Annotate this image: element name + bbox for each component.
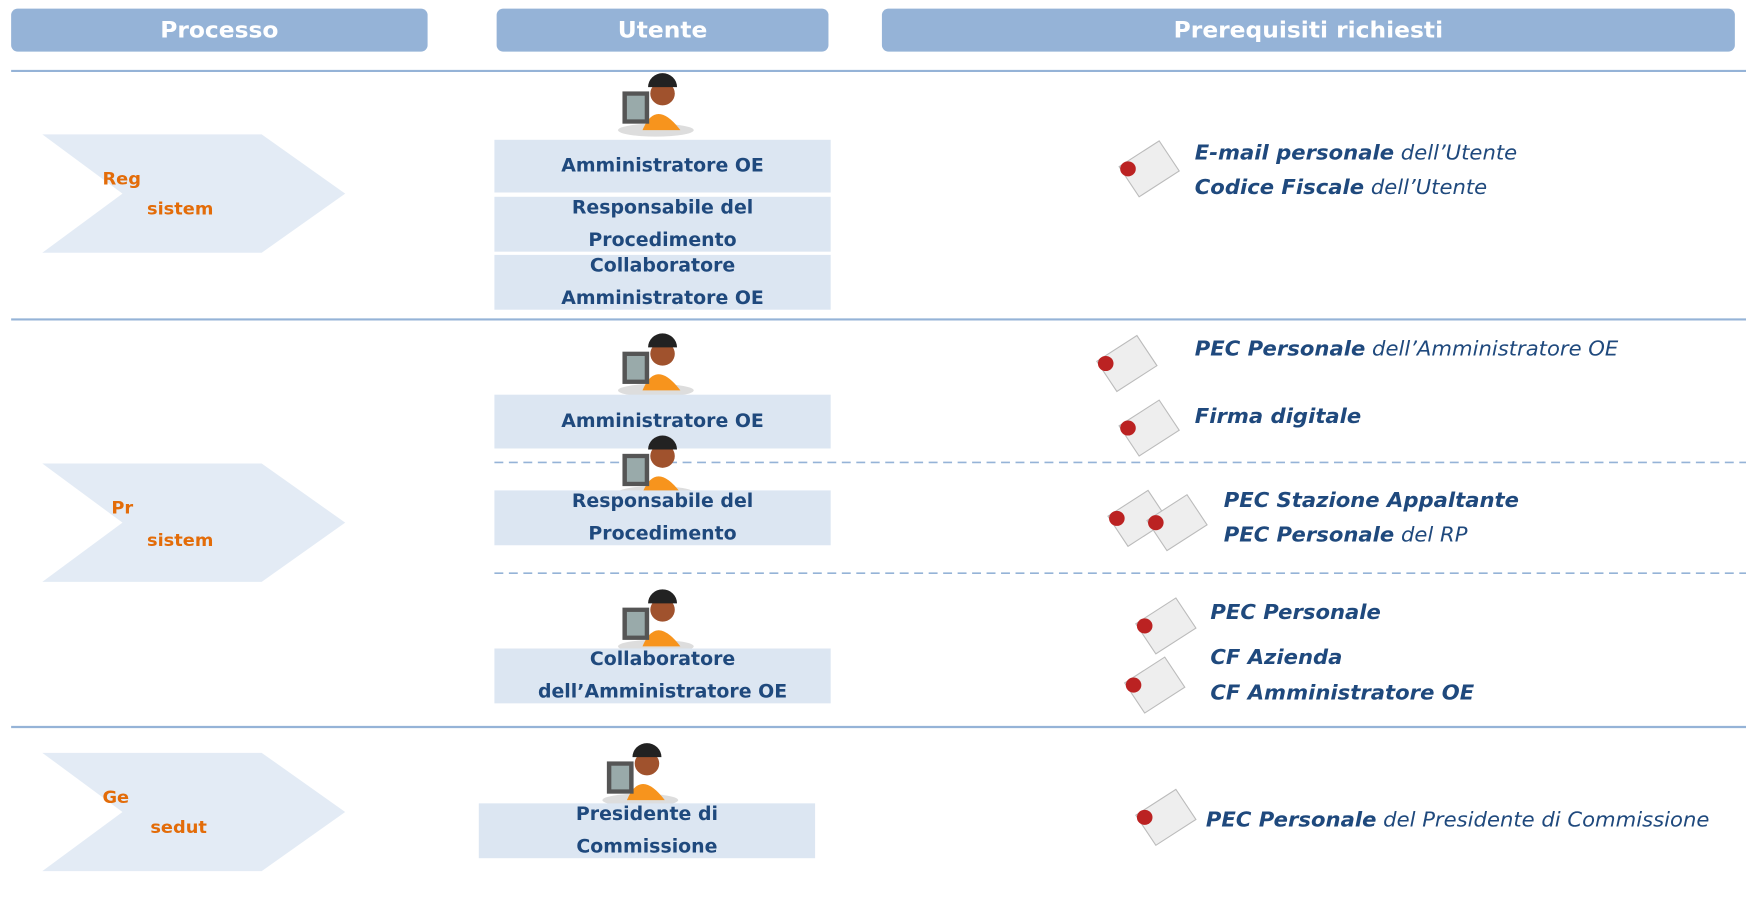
icon [650,81,675,106]
icon [634,751,660,776]
prerequisite-bold: PEC Personale [1195,337,1366,361]
prerequisite-text: del Presidente di Commissione [1376,808,1709,832]
icon [626,355,645,380]
prerequisite: Firma digitale [1195,405,1361,429]
icon [1123,656,1186,714]
prerequisite: CF Amministratore OE [1210,681,1474,705]
prerequisite: PEC Personale [1210,600,1381,624]
icon [1120,420,1136,436]
prerequisite-text: dell’Amministratore OE [1365,337,1619,361]
prerequisite-bold: Codice Fiscale [1195,175,1364,199]
user-box [494,196,831,252]
prerequisite: PEC Personale dell’Amministratore OE [1195,337,1619,361]
user-label: dell’Amministratore OE [538,682,787,703]
icon [642,113,681,131]
icon [642,476,681,493]
prerequisite-bold: PEC Personale [1224,523,1395,547]
icon [648,435,678,450]
icon [1148,515,1164,531]
user-box [494,139,831,193]
user-box [494,254,831,310]
prerequisite: E-mail personale dell’Utente [1195,141,1517,165]
prerequisite-bold: E-mail personale [1195,141,1394,165]
icon [626,611,645,636]
user-label: Responsabile del [572,491,753,512]
header-box [881,8,1735,52]
process-label: Pr [111,499,133,519]
icon [626,784,665,801]
prerequisite-text: dell’Utente [1394,141,1517,165]
prerequisite-bold: PEC Personale [1210,600,1381,624]
prerequisite-bold: PEC Stazione Appaltante [1224,488,1519,512]
icon [1135,597,1197,655]
icon [642,374,681,391]
icon [650,597,675,622]
prerequisite-bold: CF Amministratore OE [1210,681,1474,705]
prerequisite: PEC Personale del Presidente di Commissi… [1206,808,1709,832]
process-label: Ge [102,788,129,808]
icon [1109,510,1125,526]
prerequisite-text: dell’Utente [1364,175,1487,199]
user-label: Collaboratore [590,256,735,277]
icon [642,630,681,647]
icon [1118,399,1180,457]
icon [1136,618,1153,634]
header-box [496,8,829,52]
user-box [494,648,831,704]
user-label: Presidente di [576,804,718,825]
header-label: Processo [160,18,278,44]
user-box [478,803,816,859]
icon [1136,809,1153,825]
icon [626,458,645,482]
prerequisite: Codice Fiscale dell’Utente [1195,175,1487,199]
icon [648,333,678,348]
chevron [42,752,346,872]
icon [1120,161,1136,177]
user-label: Amministratore OE [561,156,764,177]
header-box [11,8,428,52]
icon [648,589,678,604]
icon [1118,140,1180,198]
prerequisite-bold: CF Azienda [1210,645,1342,669]
icon [650,341,675,366]
prerequisite-bold: Firma digitale [1195,405,1361,429]
user-label: Responsabile del [572,198,753,219]
user-label: Procedimento [588,524,736,545]
icon [1125,677,1142,693]
user-box [494,490,831,546]
header-label: Utente [618,18,708,44]
icon [626,95,645,120]
icon [1097,355,1114,372]
process-label: sedut [150,818,207,838]
process-label: sistem [147,531,213,551]
user-label: Commissione [576,837,717,858]
prerequisite-bold: PEC Personale [1206,808,1377,832]
user-label: Collaboratore [590,649,735,670]
prerequisite: PEC Personale del RP [1224,523,1468,547]
user-label: Amministratore OE [561,288,764,309]
user-label: Amministratore OE [561,411,764,432]
icon [632,743,662,758]
prerequisite: CF Azienda [1210,645,1342,669]
icon [1096,334,1158,393]
prerequisite: PEC Stazione Appaltante [1224,488,1519,512]
chevron [42,134,346,253]
user-label: Procedimento [588,230,736,251]
icon [1135,788,1197,847]
header-label: Prerequisiti richiesti [1174,18,1443,44]
process-label: sistem [147,200,213,220]
prerequisite-text: del RP [1394,523,1468,547]
icon [648,73,678,88]
chevron [42,463,346,582]
icon [611,765,630,790]
icon [1146,493,1208,552]
process-label: Reg [102,170,141,190]
icon [650,444,675,468]
